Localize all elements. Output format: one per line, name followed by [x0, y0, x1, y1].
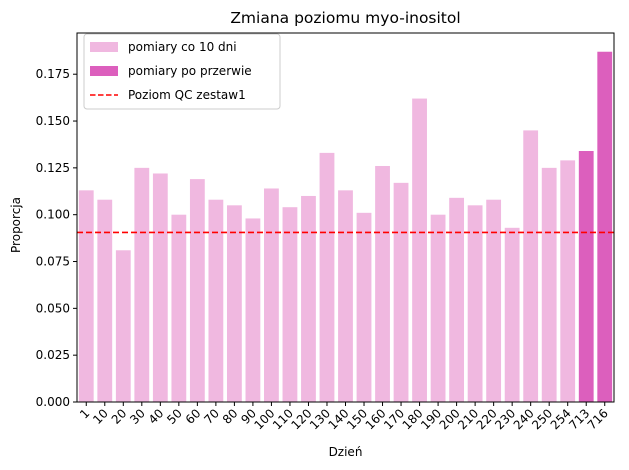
bar-regular-170 — [393, 182, 409, 402]
bar-regular-1 — [78, 190, 94, 402]
bar-regular-150 — [356, 212, 372, 402]
bar-after-break-713 — [578, 151, 594, 402]
y-tick-label: 0.025 — [36, 348, 70, 362]
bar-regular-250 — [541, 167, 557, 402]
bar-regular-90 — [245, 218, 261, 402]
bar-regular-130 — [319, 152, 335, 402]
bar-regular-50 — [171, 214, 187, 402]
bar-regular-200 — [449, 197, 465, 402]
y-tick-label: 0.050 — [36, 301, 70, 315]
bar-regular-80 — [226, 205, 242, 402]
legend-label-after-break: pomiary po przerwie — [128, 64, 252, 78]
y-axis-label: Proporcja — [9, 197, 23, 253]
x-tick-label: 1 — [77, 406, 92, 421]
bar-regular-160 — [375, 165, 390, 402]
bar-regular-230 — [504, 227, 520, 402]
x-tick-label: 716 — [585, 406, 611, 432]
bar-regular-254 — [560, 160, 576, 402]
bar-after-break-716 — [597, 51, 613, 402]
bar-regular-30 — [134, 167, 150, 402]
plot-axes: 0.000 0.025 0.050 0.075 0.100 0.125 0.150 0.175… — [36, 32, 615, 432]
bar-regular-100 — [264, 188, 279, 402]
y-tick-label: 0.175 — [36, 67, 70, 81]
bar-regular-60 — [189, 179, 205, 402]
bar-regular-40 — [152, 173, 168, 402]
chart-title: Zmiana poziomu myo-inositol — [230, 9, 460, 27]
bar-regular-210 — [467, 205, 483, 402]
x-axis-label: Dzień — [329, 445, 363, 459]
bar-regular-20 — [115, 250, 131, 402]
bar-regular-120 — [301, 195, 316, 402]
y-tick-label: 0.075 — [36, 255, 70, 269]
bar-regular-10 — [97, 199, 113, 402]
bar-regular-180 — [412, 98, 427, 402]
y-tick-label: 0.000 — [36, 395, 70, 409]
bar-regular-240 — [523, 130, 539, 402]
legend-label-qc: Poziom QC zestaw1 — [128, 88, 246, 102]
legend: pomiary co 10 dni pomiary po przerwie Po… — [83, 33, 281, 110]
bar-regular-190 — [430, 214, 446, 402]
legend-label-regular: pomiary co 10 dni — [128, 40, 237, 54]
legend-swatch-after-break — [90, 66, 118, 76]
bar-regular-110 — [282, 207, 298, 402]
bar-regular-70 — [208, 199, 224, 402]
legend-swatch-regular — [90, 42, 118, 52]
bar-regular-140 — [338, 190, 353, 402]
legend-frame — [83, 33, 281, 110]
y-tick-label: 0.100 — [36, 208, 70, 222]
bar-regular-220 — [486, 199, 502, 402]
y-tick-label: 0.150 — [36, 114, 70, 128]
y-tick-label: 0.125 — [36, 161, 70, 175]
